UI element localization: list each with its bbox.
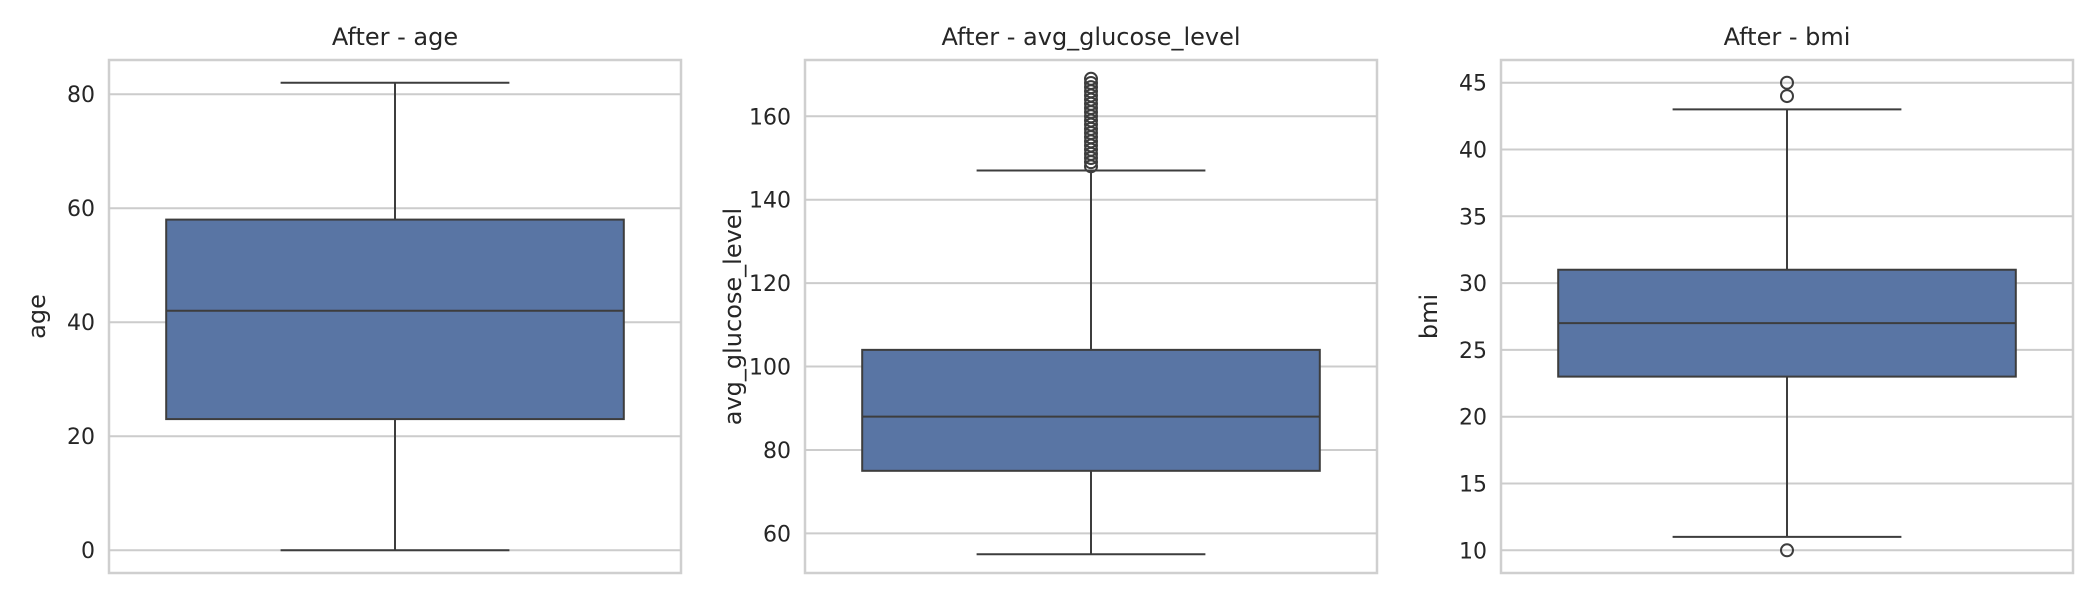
y-tick-label: 20 (67, 425, 95, 450)
y-tick-label: 120 (749, 272, 791, 297)
outlier-point (1780, 543, 1794, 558)
iqr-box (165, 218, 625, 421)
y-tick-label: 15 (1459, 472, 1487, 497)
y-tick-label: 40 (67, 311, 95, 336)
y-tick-label: 30 (1459, 272, 1487, 297)
y-tick-label: 0 (81, 539, 95, 564)
y-axis-label: avg_glucose_level (719, 208, 747, 425)
y-tick-label: 140 (749, 189, 791, 214)
outlier-point (1084, 71, 1098, 86)
y-tick-label: 80 (67, 83, 95, 108)
y-tick-label: 25 (1459, 339, 1487, 364)
outlier-point (1084, 75, 1098, 90)
y-tick-label: 40 (1459, 139, 1487, 164)
y-axis-label: bmi (1415, 294, 1443, 339)
y-tick-label: 80 (763, 439, 791, 464)
y-tick-label: 60 (763, 522, 791, 547)
outlier-point (1084, 80, 1098, 95)
chart-title: After - age (332, 23, 458, 51)
y-axis-label: age (23, 294, 51, 339)
y-tick-label: 20 (1459, 406, 1487, 431)
y-tick-label: 60 (67, 197, 95, 222)
y-tick-label: 35 (1459, 205, 1487, 230)
y-tick-label: 45 (1459, 72, 1487, 97)
chart-title: After - avg_glucose_level (941, 23, 1240, 51)
y-tick-label: 10 (1459, 539, 1487, 564)
outlier-point (1780, 89, 1794, 104)
outlier-point (1780, 75, 1794, 90)
y-tick-label: 160 (749, 105, 791, 130)
iqr-box (861, 348, 1321, 472)
chart-title: After - bmi (1724, 23, 1851, 51)
y-tick-label: 100 (749, 356, 791, 381)
